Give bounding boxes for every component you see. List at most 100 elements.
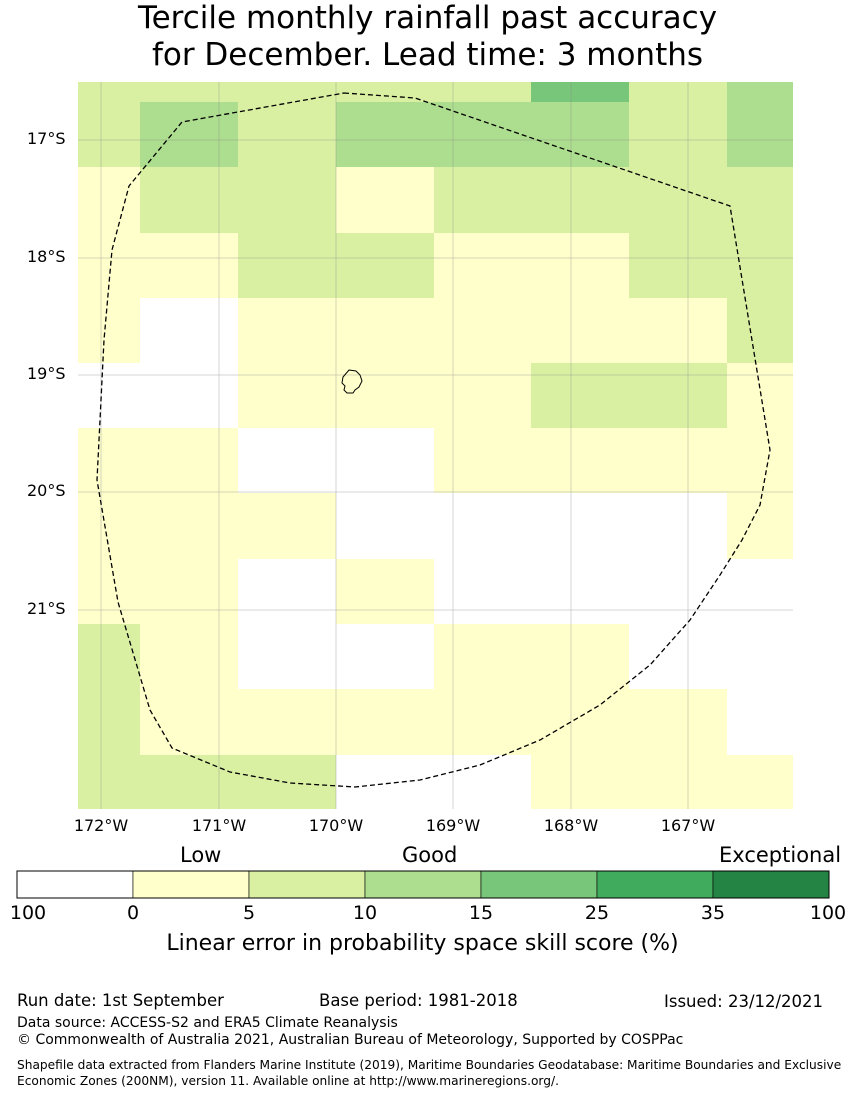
- score-cell: [629, 233, 727, 298]
- score-cell: [629, 363, 727, 428]
- score-cell: [727, 689, 793, 755]
- colorbar-tick-1: 0: [126, 902, 140, 924]
- score-cell: [78, 559, 140, 624]
- lon-label-170w: 170°W: [308, 816, 364, 835]
- map-title: Tercile monthly rainfall past accuracy f…: [0, 0, 855, 74]
- score-cell: [238, 428, 336, 493]
- score-cell: [629, 493, 727, 559]
- score-cell: [336, 755, 434, 809]
- score-cell: [238, 493, 336, 559]
- score-cell: [434, 102, 629, 167]
- shapefile-credit-line-2: Economic Zones (200NM), version 11. Avai…: [17, 1074, 559, 1088]
- score-cell: [140, 298, 238, 363]
- colorbar-label: Linear error in probability space skill …: [166, 931, 679, 956]
- score-cell: [336, 102, 434, 167]
- score-cell: [531, 428, 629, 493]
- score-cell: [629, 82, 727, 102]
- score-cell: [727, 233, 793, 298]
- score-cell: [140, 167, 238, 233]
- score-cell: [629, 559, 727, 624]
- score-cell: [336, 167, 434, 233]
- score-cell: [238, 233, 336, 298]
- lon-label-167w: 167°W: [660, 816, 716, 835]
- score-cell: [727, 82, 793, 167]
- score-cell: [140, 689, 238, 755]
- score-cell: [531, 82, 629, 102]
- score-cell: [434, 298, 531, 363]
- lon-label-169w: 169°W: [425, 816, 481, 835]
- score-cell: [140, 493, 238, 559]
- base-period: Base period: 1981-2018: [319, 991, 518, 1010]
- score-cell: [336, 298, 434, 363]
- score-cell: [78, 755, 140, 809]
- score-cell: [336, 493, 434, 559]
- shapefile-credit-line-1: Shapefile data extracted from Flanders M…: [17, 1058, 842, 1072]
- score-cell: [434, 559, 531, 624]
- colorbar-tick-0: 100: [9, 902, 47, 924]
- lat-label-19s: 19°S: [27, 364, 66, 383]
- score-cell: [78, 82, 140, 167]
- score-cell: [531, 363, 629, 428]
- score-cell: [727, 755, 793, 809]
- category-good: Good: [402, 843, 458, 867]
- data-source: Data source: ACCESS-S2 and ERA5 Climate …: [17, 1015, 398, 1031]
- score-cell: [78, 428, 140, 493]
- score-cell: [336, 363, 434, 428]
- score-cell: [78, 298, 140, 363]
- lat-label-18s: 18°S: [27, 247, 66, 266]
- score-cell: [434, 689, 531, 755]
- score-cell: [727, 167, 793, 233]
- score-cell: [727, 624, 793, 689]
- score-cell: [629, 102, 727, 167]
- score-cell: [140, 363, 238, 428]
- issued-date: Issued: 23/12/2021: [664, 992, 824, 1011]
- score-cell: [531, 167, 629, 233]
- score-cell: [727, 559, 793, 624]
- score-cell: [140, 559, 238, 624]
- score-cell: [140, 233, 238, 298]
- score-cell: [78, 624, 140, 689]
- map-gridlines: [78, 82, 793, 809]
- score-cell: [629, 428, 727, 493]
- colorbar-tick-3: 10: [352, 902, 378, 924]
- score-cell: [531, 233, 629, 298]
- score-cell: [336, 689, 434, 755]
- score-cell: [531, 624, 629, 689]
- score-cell: [629, 624, 727, 689]
- title-line-2: for December. Lead time: 3 months: [151, 37, 704, 73]
- score-cell: [336, 428, 434, 493]
- colorbar-tick-6: 35: [700, 902, 726, 924]
- niue-island: [341, 369, 363, 394]
- score-cell: [434, 167, 531, 233]
- category-low: Low: [180, 843, 222, 867]
- score-cell: [434, 493, 531, 559]
- colorbar-tick-2: 5: [242, 902, 256, 924]
- copyright: © Commonwealth of Australia 2021, Austra…: [17, 1032, 684, 1048]
- score-cell: [531, 493, 629, 559]
- colorbar-tick-4: 15: [468, 902, 494, 924]
- score-cell: [140, 755, 238, 809]
- score-cell: [727, 363, 793, 428]
- score-cell: [336, 624, 434, 689]
- score-cell: [434, 624, 531, 689]
- score-cell: [238, 624, 336, 689]
- score-cell: [238, 559, 336, 624]
- score-cell: [434, 428, 531, 493]
- score-cell: [629, 689, 727, 755]
- eez-boundary: [96, 92, 771, 788]
- score-cell: [336, 559, 434, 624]
- score-cell: [434, 82, 531, 102]
- title-line-1: Tercile monthly rainfall past accuracy: [137, 0, 718, 36]
- score-cell: [727, 298, 793, 363]
- score-cell: [629, 298, 727, 363]
- score-cell: [238, 298, 336, 363]
- score-cell: [238, 363, 336, 428]
- score-cell: [336, 233, 434, 298]
- score-cell: [78, 689, 140, 755]
- colorbar-tick-7: 100: [809, 902, 847, 924]
- score-cell: [78, 363, 140, 428]
- score-cell: [78, 167, 140, 233]
- score-cell: [140, 82, 238, 102]
- lon-label-172w: 172°W: [73, 816, 129, 835]
